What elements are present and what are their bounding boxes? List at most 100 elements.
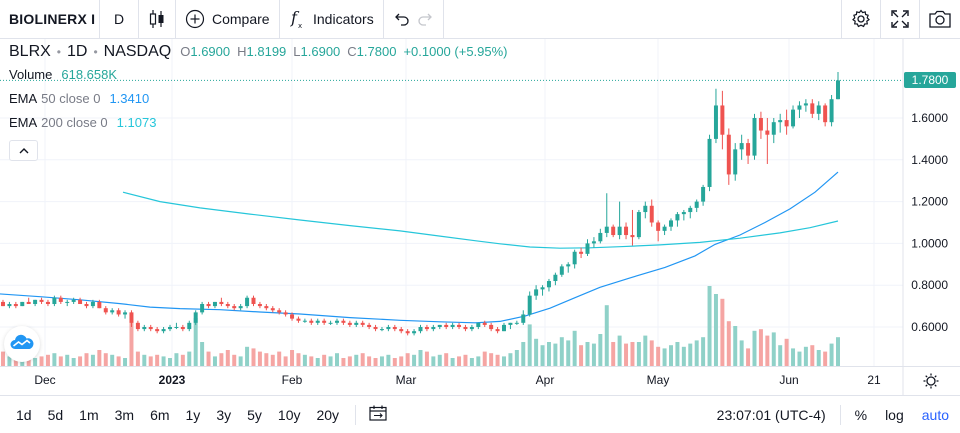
volume-bar (611, 342, 616, 366)
range-1d[interactable]: 1d (16, 406, 32, 423)
time-tick-label: Feb (282, 373, 303, 387)
candle-body (180, 327, 185, 330)
volume-bar (52, 353, 57, 366)
volume-bar (161, 356, 166, 366)
candle-body (797, 105, 802, 110)
range-1m[interactable]: 1m (79, 406, 99, 423)
log-scale-toggle[interactable]: log (885, 406, 904, 423)
chart-area[interactable]: 1.6000 1.4000 1.2000 1.0000 0.8000 0.6000 Dec… (0, 39, 960, 395)
volume-bar (508, 353, 513, 366)
legend-volume-row[interactable]: Volume 618.658K (9, 67, 508, 91)
range-3y[interactable]: 3y (216, 406, 232, 423)
candle-body (13, 304, 18, 307)
candle-body (71, 299, 76, 302)
volume-bar (392, 358, 397, 366)
volume-bar (45, 354, 50, 366)
fullscreen-icon (891, 10, 909, 28)
volume-bar (810, 345, 815, 366)
volume-bar (649, 340, 654, 366)
volume-bar (713, 294, 718, 366)
range-5d[interactable]: 5d (47, 406, 64, 423)
candle-body (553, 274, 558, 282)
legend-main-row: BLRX • 1D • NASDAQ O1.6900 H1.8199 L1.69… (9, 43, 508, 67)
candle-body (200, 304, 205, 313)
candle-body (688, 207, 693, 213)
volume-bar (514, 350, 519, 366)
chart-type-button[interactable] (139, 0, 176, 38)
volume-bar (219, 353, 224, 366)
volume-bar (643, 335, 648, 366)
ohlc-high-key: H (237, 44, 247, 59)
time-axis-settings-icon[interactable] (923, 373, 939, 389)
fullscreen-button[interactable] (881, 0, 920, 38)
candle-body (617, 226, 622, 236)
volume-bar (283, 356, 288, 366)
candle-body (675, 214, 680, 221)
range-5y[interactable]: 5y (247, 406, 262, 423)
timezone-clock[interactable]: 23:07:01 (UTC-4) (716, 406, 826, 423)
screenshot-button[interactable] (920, 0, 960, 38)
candle-body (752, 118, 757, 156)
candle-body (572, 251, 577, 265)
candle-body (116, 310, 121, 315)
volume-bar (675, 342, 680, 366)
volume-bar (546, 342, 551, 366)
volume-bar (816, 350, 821, 366)
volume-bar (360, 353, 365, 366)
candle-body (129, 312, 134, 323)
volume-bar (39, 356, 44, 366)
price-chart[interactable]: 1.6000 1.4000 1.2000 1.0000 0.8000 0.6000 Dec… (0, 39, 960, 395)
price-tick-label: 0.6000 (911, 320, 948, 334)
volume-bar (746, 348, 751, 366)
interval-button[interactable]: D (100, 0, 139, 38)
volume-bar (617, 335, 622, 366)
legend-collapse-button[interactable] (9, 140, 38, 161)
candle-body (142, 327, 147, 330)
range-6m[interactable]: 6m (150, 406, 170, 423)
price-tick-label: 1.0000 (911, 236, 948, 250)
range-20y[interactable]: 20y (316, 406, 340, 423)
candle-body (739, 143, 744, 150)
range-3m[interactable]: 3m (114, 406, 135, 423)
compare-button[interactable]: Compare (176, 0, 280, 38)
legend-title[interactable]: BLRX • 1D • NASDAQ (9, 43, 171, 61)
candle-body (463, 327, 468, 330)
volume-bar (495, 354, 500, 366)
time-axis: Dec 2023 Feb Mar Apr May Jun 21 (34, 373, 881, 387)
volume-bar (245, 346, 250, 366)
candle-body (611, 226, 616, 236)
redo-icon[interactable] (417, 11, 433, 27)
volume-bar (347, 356, 352, 366)
ema200-value: 1.1073 (116, 115, 157, 130)
go-to-date-button[interactable] (362, 405, 394, 424)
range-10y[interactable]: 10y (277, 406, 301, 423)
symbol-search[interactable]: BIOLINERX I (0, 0, 100, 38)
auto-scale-toggle[interactable]: auto (921, 406, 949, 423)
volume-bar (142, 354, 147, 366)
legend-ema200-row[interactable]: EMA 200 close 0 1.1073 (9, 115, 508, 139)
volume-bar (148, 356, 153, 366)
price-tick-label: 1.2000 (911, 195, 948, 209)
time-tick-label: May (647, 373, 670, 387)
candle-body (482, 322, 487, 325)
percent-scale-toggle[interactable]: % (854, 406, 868, 423)
volume-bar (168, 358, 172, 366)
legend-ema50-row[interactable]: EMA 50 close 0 1.3410 (9, 91, 508, 115)
volume-bar (630, 342, 635, 366)
undo-icon[interactable] (394, 11, 410, 27)
price-tick-label: 1.4000 (911, 153, 948, 167)
tradingview-logo[interactable] (4, 326, 40, 362)
candle-body (502, 324, 506, 332)
settings-button[interactable] (842, 0, 881, 38)
candle-body (335, 320, 339, 323)
volume-bar (553, 343, 558, 366)
volume-bar (116, 356, 121, 366)
candle-body (168, 327, 172, 330)
volume-bar (424, 351, 429, 366)
candle-body (386, 327, 391, 330)
volume-bar (1, 351, 5, 366)
volume-bar (726, 321, 731, 366)
range-1y[interactable]: 1y (185, 406, 201, 423)
